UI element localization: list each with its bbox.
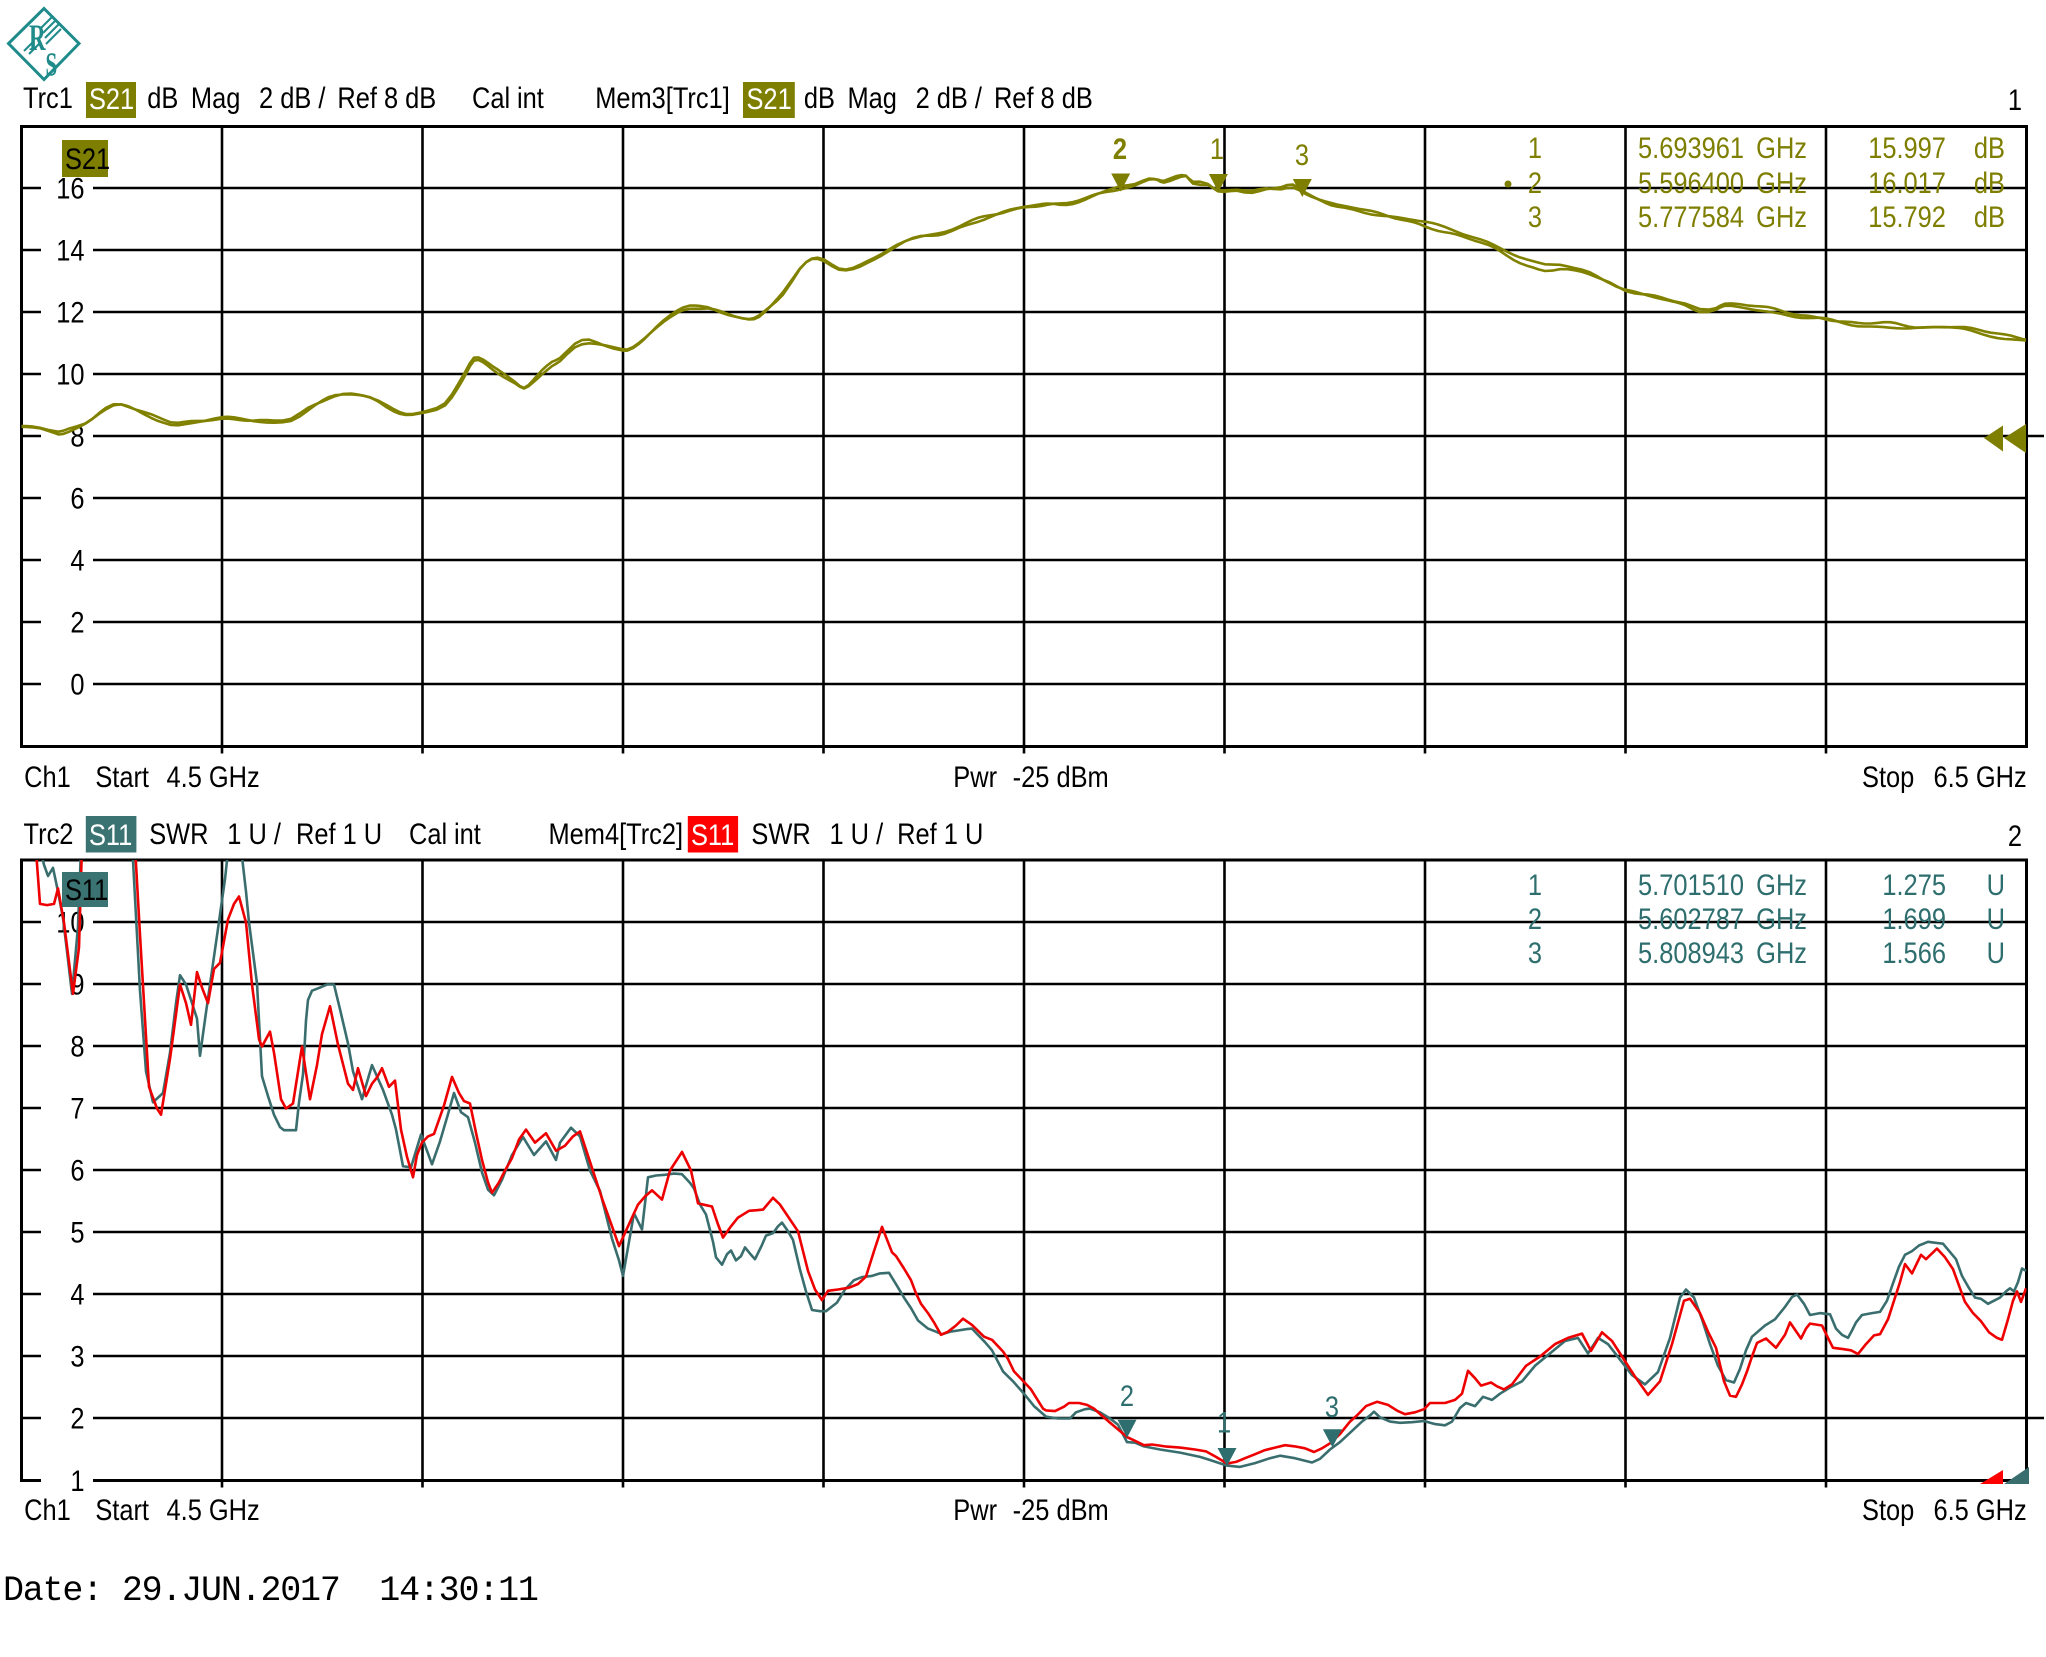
svg-text:Cal: Cal: [409, 817, 447, 850]
svg-text:GHz: GHz: [1756, 936, 1807, 969]
svg-text:S21: S21: [746, 82, 791, 115]
svg-text:6.5 GHz: 6.5 GHz: [1933, 1493, 2026, 1526]
svg-text:-25 dBm: -25 dBm: [1013, 1493, 1109, 1526]
svg-text:Start: Start: [95, 1493, 149, 1526]
svg-text:1.275: 1.275: [1882, 868, 1946, 901]
svg-text:-25 dBm: -25 dBm: [1013, 760, 1109, 793]
svg-text:S: S: [46, 47, 58, 84]
svg-text:2: 2: [2008, 819, 2022, 852]
svg-text:Ref 8 dB: Ref 8 dB: [994, 81, 1093, 114]
svg-text:S21: S21: [65, 142, 110, 175]
svg-text:2: 2: [70, 1402, 84, 1435]
svg-text:2: 2: [1528, 902, 1542, 935]
svg-text:12: 12: [56, 296, 84, 329]
svg-text:SWR: SWR: [149, 817, 208, 850]
svg-text:R: R: [29, 18, 46, 59]
svg-text:Start: Start: [95, 760, 149, 793]
svg-text:7: 7: [70, 1092, 84, 1125]
svg-text:4: 4: [70, 544, 84, 577]
svg-text:S21: S21: [89, 82, 134, 115]
svg-text:S11: S11: [89, 818, 132, 851]
svg-text:5: 5: [70, 1216, 84, 1249]
svg-text:6: 6: [70, 482, 84, 515]
svg-text:2 dB /: 2 dB /: [259, 81, 326, 114]
svg-text:dB: dB: [804, 81, 835, 114]
svg-text:dB: dB: [1974, 166, 2005, 199]
svg-text:6: 6: [70, 1154, 84, 1187]
svg-text:1: 1: [2008, 83, 2022, 116]
svg-text:1 U /: 1 U /: [830, 817, 884, 850]
svg-text:16: 16: [56, 172, 84, 205]
svg-text:Pwr: Pwr: [953, 760, 997, 793]
svg-text:5.693961: 5.693961: [1638, 131, 1744, 164]
svg-text:GHz: GHz: [1756, 166, 1807, 199]
svg-text:1.699: 1.699: [1882, 902, 1946, 935]
svg-text:Stop: Stop: [1862, 1493, 1914, 1526]
svg-text:GHz: GHz: [1756, 868, 1807, 901]
svg-text:2 dB /: 2 dB /: [916, 81, 983, 114]
svg-text:Stop: Stop: [1862, 760, 1914, 793]
svg-text:Ref 1 U: Ref 1 U: [296, 817, 382, 850]
svg-text:int: int: [517, 81, 544, 114]
svg-text:4: 4: [70, 1278, 84, 1311]
svg-text:6.5 GHz: 6.5 GHz: [1933, 760, 2026, 793]
svg-text:Ref 1 U: Ref 1 U: [897, 817, 983, 850]
svg-text:Date: 29.JUN.2017 14:30:11: Date: 29.JUN.2017 14:30:11: [3, 1571, 538, 1611]
svg-text:2: 2: [1113, 132, 1127, 165]
svg-text:1: 1: [70, 1464, 84, 1497]
svg-text:1: 1: [1217, 1406, 1231, 1439]
svg-text:3: 3: [1325, 1390, 1339, 1423]
svg-text:1: 1: [1210, 132, 1224, 165]
svg-text:Ref 8 dB: Ref 8 dB: [337, 81, 436, 114]
svg-text:3: 3: [1528, 200, 1542, 233]
svg-text:Mem3[Trc1]: Mem3[Trc1]: [595, 81, 730, 114]
svg-text:GHz: GHz: [1756, 902, 1807, 935]
svg-text:Mag: Mag: [191, 81, 240, 114]
svg-text:GHz: GHz: [1756, 131, 1807, 164]
svg-text:8: 8: [70, 1030, 84, 1063]
svg-text:5.596400: 5.596400: [1638, 166, 1744, 199]
svg-text:dB: dB: [1974, 200, 2005, 233]
svg-text:1: 1: [1528, 131, 1542, 164]
svg-text:1: 1: [1528, 868, 1542, 901]
svg-text:Trc1: Trc1: [23, 81, 73, 114]
svg-text:0: 0: [70, 668, 84, 701]
svg-text:16.017: 16.017: [1868, 166, 1946, 199]
svg-text:U: U: [1987, 868, 2005, 901]
svg-text:U: U: [1987, 936, 2005, 969]
svg-text:15.792: 15.792: [1868, 200, 1946, 233]
svg-text:2: 2: [1528, 166, 1542, 199]
svg-text:3: 3: [1528, 936, 1542, 969]
svg-text:Mag: Mag: [848, 81, 897, 114]
svg-text:S11: S11: [691, 818, 734, 851]
svg-text:1.566: 1.566: [1882, 936, 1946, 969]
svg-text:dB: dB: [1974, 131, 2005, 164]
svg-text:S11: S11: [65, 873, 108, 906]
svg-text:Cal: Cal: [472, 81, 510, 114]
svg-text:SWR: SWR: [751, 817, 810, 850]
svg-text:2: 2: [1120, 1379, 1134, 1412]
svg-text:4.5 GHz: 4.5 GHz: [167, 760, 260, 793]
svg-text:4.5 GHz: 4.5 GHz: [167, 1493, 260, 1526]
svg-text:GHz: GHz: [1756, 200, 1807, 233]
svg-text:5.777584: 5.777584: [1638, 200, 1744, 233]
svg-text:5.808943: 5.808943: [1638, 936, 1744, 969]
svg-text:U: U: [1987, 902, 2005, 935]
svg-text:Trc2: Trc2: [24, 817, 74, 850]
svg-text:Ch1: Ch1: [24, 760, 71, 793]
svg-text:int: int: [454, 817, 481, 850]
svg-text:1 U /: 1 U /: [227, 817, 281, 850]
svg-text:2: 2: [70, 606, 84, 639]
svg-text:5.602787: 5.602787: [1638, 902, 1744, 935]
svg-text:Pwr: Pwr: [953, 1493, 997, 1526]
svg-text:3: 3: [1295, 138, 1309, 171]
svg-text:3: 3: [70, 1340, 84, 1373]
svg-text:15.997: 15.997: [1868, 131, 1946, 164]
svg-text:Ch1: Ch1: [24, 1493, 71, 1526]
svg-text:14: 14: [56, 234, 84, 267]
svg-text:5.701510: 5.701510: [1638, 868, 1744, 901]
svg-text:10: 10: [56, 358, 84, 391]
svg-text:dB: dB: [147, 81, 178, 114]
svg-text:Mem4[Trc2]: Mem4[Trc2]: [548, 817, 683, 850]
